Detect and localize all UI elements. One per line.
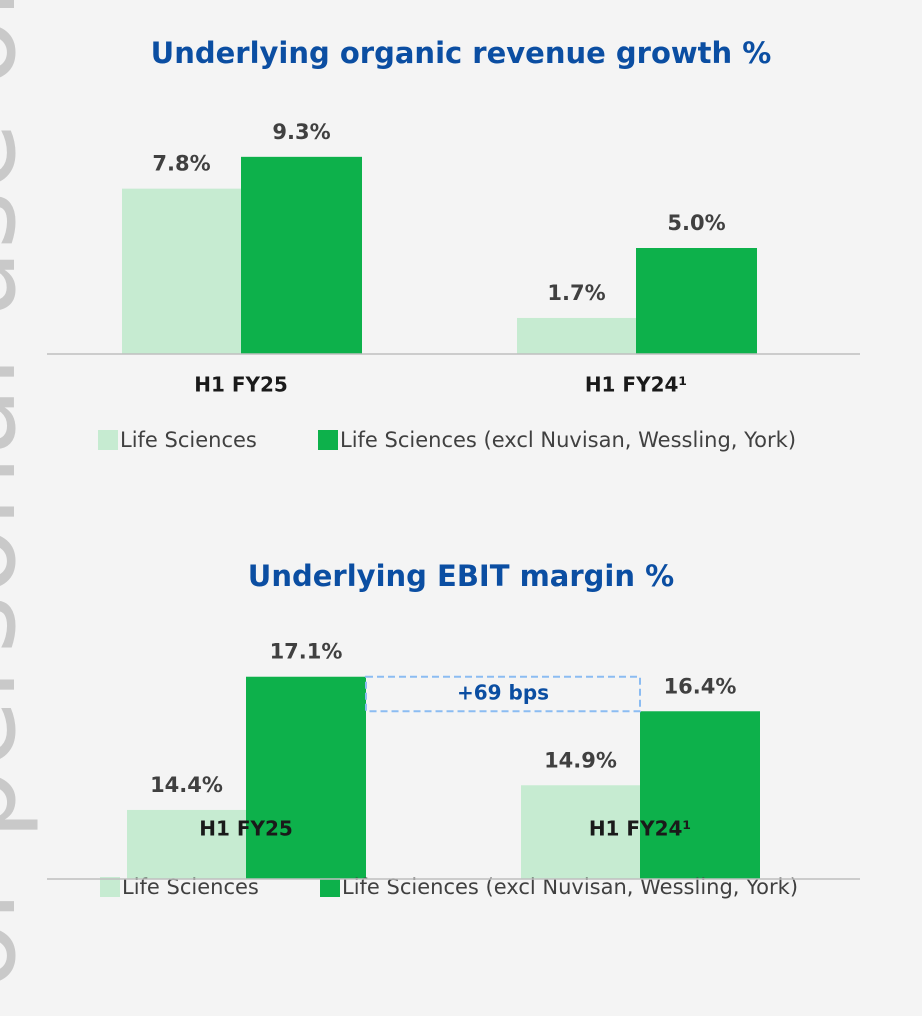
- data-label: 7.8%: [152, 152, 210, 176]
- bar: [517, 317, 636, 354]
- legend-swatch: [318, 430, 338, 450]
- bar: [521, 785, 640, 879]
- x-tick-label: H1 FY25: [194, 373, 288, 397]
- data-label: 5.0%: [667, 211, 725, 235]
- annotation: +69 bps: [457, 681, 549, 705]
- data-label: 17.1%: [270, 640, 343, 664]
- x-tick-label: H1 FY25: [199, 817, 293, 841]
- legend-swatch: [320, 877, 340, 897]
- bar: [640, 711, 760, 879]
- data-label: 9.3%: [272, 120, 330, 144]
- chart-title: Underlying EBIT margin %: [248, 559, 674, 593]
- data-label: 14.9%: [544, 748, 617, 772]
- data-label: 1.7%: [547, 281, 605, 305]
- watermark: For personal use only: [0, 0, 41, 1016]
- x-tick-label: H1 FY24¹: [585, 373, 687, 397]
- bar: [636, 248, 757, 354]
- chart-title: Underlying organic revenue growth %: [151, 36, 772, 70]
- x-tick-label: H1 FY24¹: [589, 817, 691, 841]
- bar: [127, 809, 246, 879]
- legend-swatch: [100, 877, 120, 897]
- bar: [246, 676, 366, 879]
- annotation-box: [365, 675, 641, 713]
- bar: [241, 156, 362, 354]
- data-label: 14.4%: [150, 773, 223, 797]
- legend-label: Life Sciences: [120, 428, 257, 452]
- legend-label: Life Sciences (excl Nuvisan, Wessling, Y…: [340, 428, 796, 452]
- data-label: 16.4%: [664, 674, 737, 698]
- bar: [122, 188, 241, 354]
- legend-swatch: [98, 430, 118, 450]
